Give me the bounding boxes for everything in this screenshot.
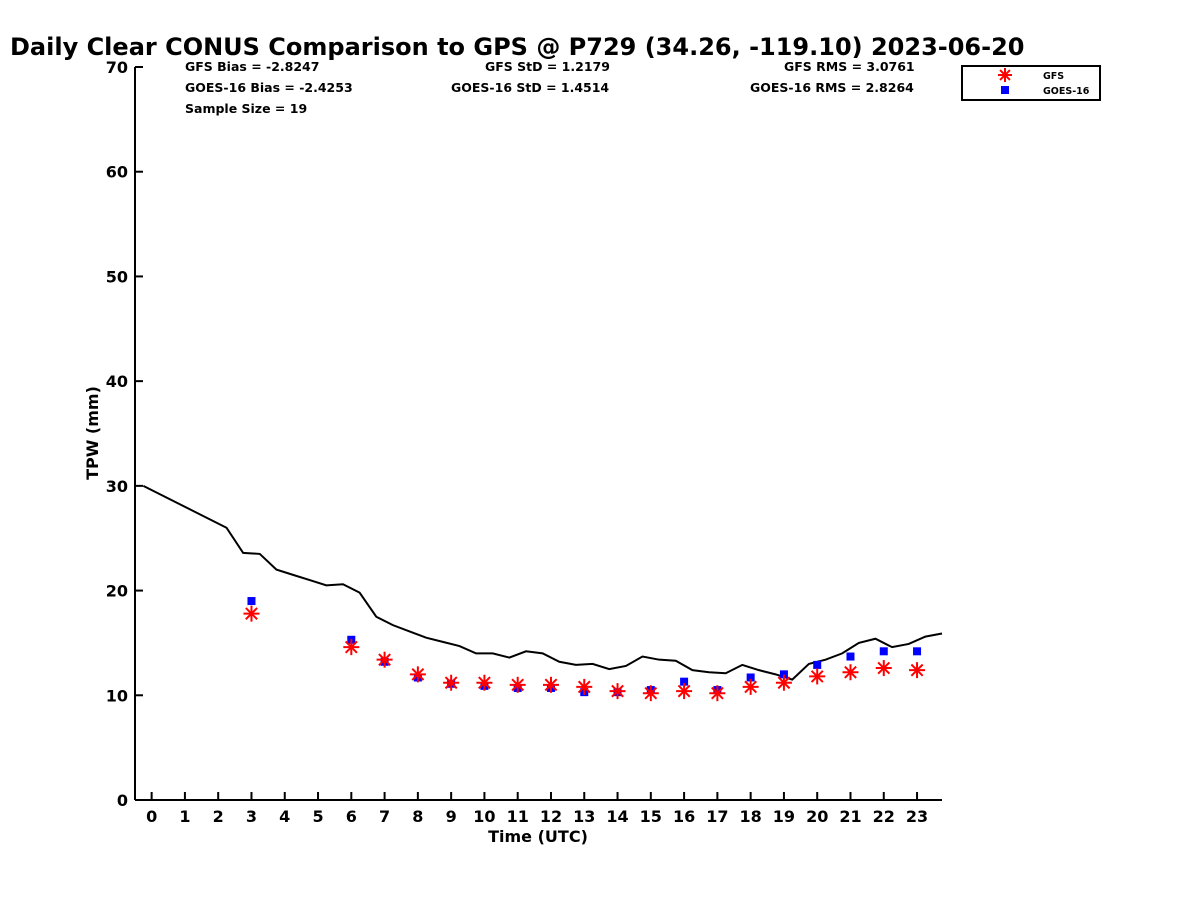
gfs-point (642, 685, 659, 702)
goes16-point (680, 677, 689, 686)
x-tick-label: 14 (606, 807, 628, 826)
legend-box (961, 65, 1101, 101)
y-tick-label: 0 (117, 791, 128, 810)
x-tick-label: 5 (312, 807, 323, 826)
gfs-point (875, 660, 892, 677)
x-tick-label: 3 (246, 807, 257, 826)
x-tick-label: 20 (806, 807, 828, 826)
x-tick-label: 22 (873, 807, 895, 826)
legend: GFS GOES-16 (961, 65, 1101, 101)
gfs-point (509, 676, 526, 693)
gfs-rms-stat: GFS RMS = 3.0761 (784, 59, 915, 74)
gfs-point (343, 639, 360, 656)
stats-block: GFS Bias = -2.8247 GFS StD = 1.2179 GFS … (185, 59, 915, 116)
goes16-point (813, 660, 822, 669)
gfs-point (576, 678, 593, 695)
x-tick-label: 9 (446, 807, 457, 826)
gfs-point (542, 676, 559, 693)
goes16-point (879, 647, 888, 656)
gfs-point (809, 668, 826, 685)
y-tick-label: 40 (106, 372, 128, 391)
gfs-point (742, 678, 759, 695)
x-ticks: 0 1 2 3 4 5 6 7 8 9 10 11 12 13 14 15 16 17 18 19 20 21 22 23 (146, 792, 928, 826)
gfs-point (476, 674, 493, 691)
y-tick-label: 60 (106, 163, 128, 182)
y-tick-label: 70 (106, 58, 128, 77)
legend-gfs-label: GFS (1043, 71, 1064, 82)
x-tick-label: 12 (540, 807, 562, 826)
gfs-point (376, 651, 393, 668)
gfs-bias-stat: GFS Bias = -2.8247 (185, 59, 319, 74)
y-tick-label: 10 (106, 686, 128, 705)
x-tick-label: 0 (146, 807, 157, 826)
x-tick-label: 23 (906, 807, 928, 826)
goes16-point (913, 647, 922, 656)
x-tick-label: 8 (412, 807, 423, 826)
goes16-point (746, 673, 755, 682)
legend-gfs-asterisk-marker (998, 68, 1012, 82)
y-axis-label: TPW (mm) (83, 386, 102, 480)
axes (134, 67, 942, 801)
x-tick-label: 4 (279, 807, 290, 826)
x-tick-label: 21 (839, 807, 861, 826)
gfs-point (609, 683, 626, 700)
chart-title: Daily Clear CONUS Comparison to GPS @ P7… (10, 33, 1024, 61)
gfs-point (243, 605, 260, 622)
x-tick-label: 15 (640, 807, 662, 826)
goes16-point (247, 597, 256, 606)
x-tick-label: 13 (573, 807, 595, 826)
y-tick-label: 50 (106, 267, 128, 286)
x-tick-label: 16 (673, 807, 695, 826)
gfs-point (709, 685, 726, 702)
x-tick-label: 7 (379, 807, 390, 826)
gfs-point (909, 662, 926, 679)
gfs-point (676, 683, 693, 700)
gfs-std-stat: GFS StD = 1.2179 (485, 59, 610, 74)
legend-goes16-label: GOES-16 (1043, 86, 1090, 97)
goes16-point (779, 670, 788, 679)
gps-tpw-line (142, 484, 943, 681)
goes16-point (846, 652, 855, 661)
x-tick-label: 10 (473, 807, 495, 826)
plot-area (142, 484, 943, 702)
goes16-std-stat: GOES-16 StD = 1.4514 (451, 80, 609, 95)
gfs-point (409, 666, 426, 683)
x-tick-label: 6 (346, 807, 357, 826)
goes16-bias-stat: GOES-16 Bias = -2.4253 (185, 80, 353, 95)
x-tick-label: 18 (740, 807, 762, 826)
y-tick-label: 20 (106, 582, 128, 601)
x-tick-label: 1 (179, 807, 190, 826)
gfs-point (443, 674, 460, 691)
sample-size-stat: Sample Size = 19 (185, 101, 307, 116)
y-ticks: 0 10 20 30 40 50 60 70 (106, 58, 143, 810)
x-tick-label: 2 (213, 807, 224, 826)
legend-goes16-square-marker (1001, 86, 1009, 94)
x-tick-label: 19 (773, 807, 795, 826)
x-tick-label: 17 (706, 807, 728, 826)
gfs-point (842, 664, 859, 681)
x-tick-label: 11 (507, 807, 529, 826)
x-axis-label: Time (UTC) (488, 827, 588, 846)
gfs-point (775, 674, 792, 691)
goes16-rms-stat: GOES-16 RMS = 2.8264 (750, 80, 914, 95)
y-tick-label: 30 (106, 477, 128, 496)
